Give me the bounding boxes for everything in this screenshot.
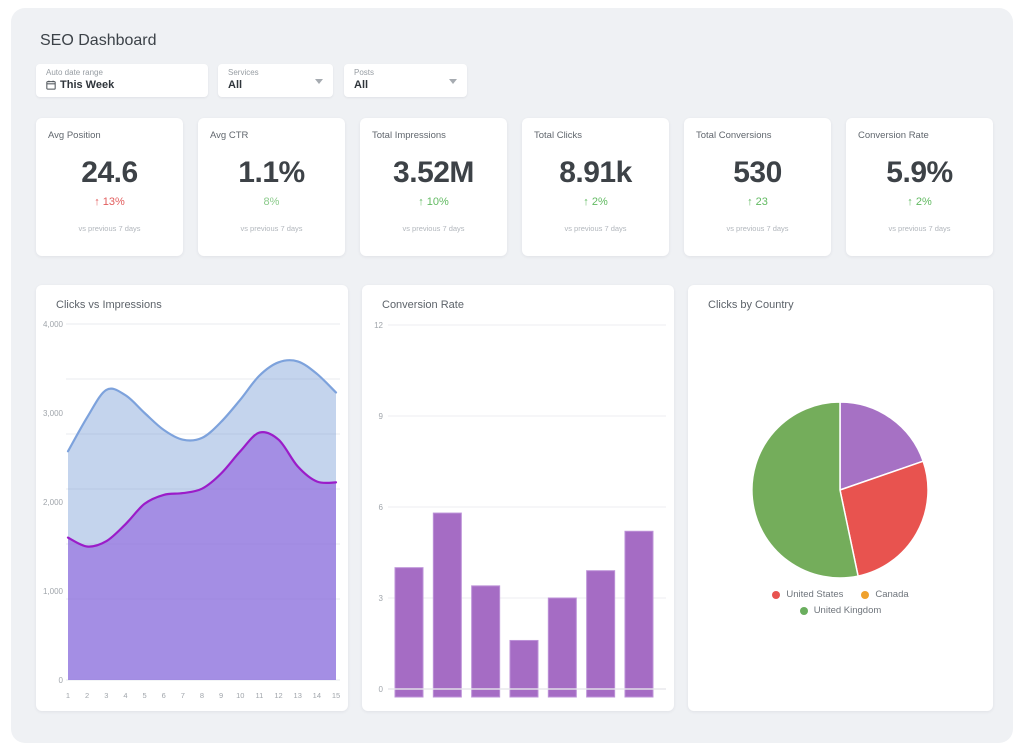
svg-text:3: 3 <box>379 594 384 603</box>
legend-item[interactable]: Canada <box>861 589 909 600</box>
kpi-note: vs previous 7 days <box>564 224 627 233</box>
kpi-delta: ↑ 2% <box>907 196 932 208</box>
svg-text:9: 9 <box>219 691 223 700</box>
kpi-delta: 8% <box>263 196 280 208</box>
page-title: SEO Dashboard <box>40 32 157 49</box>
svg-text:5: 5 <box>142 691 146 700</box>
chart-card-clicks-vs-impressions: Clicks vs Impressions 4,000 3,000 2,000 1,0… <box>36 285 348 711</box>
filter-value: This Week <box>60 79 115 91</box>
kpi-label: Avg CTR <box>210 130 249 141</box>
svg-text:14: 14 <box>313 691 321 700</box>
kpi-value: 530 <box>733 156 782 189</box>
svg-text:13: 13 <box>294 691 302 700</box>
kpi-card-total-impressions: Total Impressions 3.52M ↑ 10% vs previou… <box>360 118 507 256</box>
date-range-filter[interactable]: Auto date range This Week <box>36 64 208 97</box>
kpi-note: vs previous 7 days <box>78 224 141 233</box>
svg-text:1: 1 <box>66 691 70 700</box>
filter-value: All <box>228 79 243 91</box>
kpi-card-avg-position: Avg Position 24.6 ↑ 13% vs previous 7 da… <box>36 118 183 256</box>
svg-text:12: 12 <box>374 321 383 330</box>
kpi-card-total-conversions: Total Conversions 530 ↑ 23 vs previous 7… <box>684 118 831 256</box>
svg-text:3,000: 3,000 <box>43 409 64 418</box>
area-chart: 4,000 3,000 2,000 1,000 0 1 2 3 4 5 6 7 8 9 10 11 12 13 14… <box>36 285 348 716</box>
kpi-value: 3.52M <box>393 156 474 189</box>
kpi-delta: ↑ 23 <box>747 196 768 208</box>
kpi-delta: ↑ 2% <box>583 196 608 208</box>
kpi-note: vs previous 7 days <box>402 224 465 233</box>
kpi-delta: ↑ 10% <box>418 196 449 208</box>
filter-label: Auto date range <box>46 68 103 77</box>
chart-card-clicks-by-country: Clicks by Country United States Canada Uni… <box>688 285 993 711</box>
svg-text:11: 11 <box>256 691 264 700</box>
svg-text:3: 3 <box>104 691 108 700</box>
legend-item[interactable]: United Kingdom <box>799 605 882 616</box>
svg-text:7: 7 <box>181 691 185 700</box>
kpi-note: vs previous 7 days <box>726 224 789 233</box>
svg-text:6: 6 <box>379 503 384 512</box>
legend-label: United States <box>786 589 844 600</box>
pie-legend: United States Canada United Kingdom <box>688 589 993 616</box>
svg-text:0: 0 <box>59 676 64 685</box>
svg-text:10: 10 <box>236 691 244 700</box>
svg-text:8: 8 <box>200 691 204 700</box>
kpi-value: 5.9% <box>886 156 953 189</box>
kpi-value: 8.91k <box>559 156 632 189</box>
legend-item[interactable]: United States <box>772 589 843 600</box>
bar-chart: 12 9 6 3 0 <box>362 285 674 716</box>
svg-text:0: 0 <box>379 685 384 694</box>
kpi-label: Total Conversions <box>696 130 772 141</box>
kpi-card-total-clicks: Total Clicks 8.91k ↑ 2% vs previous 7 da… <box>522 118 669 256</box>
svg-text:4: 4 <box>123 691 127 700</box>
svg-text:15: 15 <box>332 691 340 700</box>
kpi-note: vs previous 7 days <box>888 224 951 233</box>
chevron-down-icon <box>315 79 323 84</box>
filter-value: All <box>354 79 369 91</box>
chart-card-conversion-rate: Conversion Rate 12 9 6 3 0 <box>362 285 674 711</box>
kpi-label: Conversion Rate <box>858 130 929 141</box>
chart-title: Conversion Rate <box>382 299 464 311</box>
svg-text:9: 9 <box>379 412 384 421</box>
chevron-down-icon <box>449 79 457 84</box>
filter-label: Services <box>228 68 259 77</box>
pie-chart <box>688 285 993 716</box>
kpi-card-avg-ctr: Avg CTR 1.1% 8% vs previous 7 days <box>198 118 345 256</box>
svg-text:6: 6 <box>162 691 166 700</box>
legend-label: United Kingdom <box>813 605 882 616</box>
legend-dot-icon <box>799 606 808 615</box>
legend-dot-icon <box>772 590 781 599</box>
kpi-label: Total Impressions <box>372 130 446 141</box>
kpi-card-conversion-rate: Conversion Rate 5.9% ↑ 2% vs previous 7 … <box>846 118 993 256</box>
kpi-value: 24.6 <box>81 156 138 189</box>
svg-text:2: 2 <box>85 691 89 700</box>
kpi-delta: ↑ 13% <box>94 196 125 208</box>
calendar-icon <box>46 80 56 90</box>
legend-label: Canada <box>875 589 909 600</box>
services-filter[interactable]: Services All <box>218 64 333 97</box>
legend-dot-icon <box>861 590 870 599</box>
svg-text:12: 12 <box>274 691 282 700</box>
dashboard-panel: SEO Dashboard Auto date range This Week … <box>11 8 1013 743</box>
kpi-value: 1.1% <box>238 156 305 189</box>
svg-text:1,000: 1,000 <box>43 587 64 596</box>
posts-filter[interactable]: Posts All <box>344 64 467 97</box>
svg-text:2,000: 2,000 <box>43 498 64 507</box>
chart-title: Clicks vs Impressions <box>56 299 162 311</box>
kpi-label: Total Clicks <box>534 130 583 141</box>
svg-text:4,000: 4,000 <box>43 320 64 329</box>
kpi-note: vs previous 7 days <box>240 224 303 233</box>
filter-label: Posts <box>354 68 375 77</box>
kpi-label: Avg Position <box>48 130 101 141</box>
chart-title: Clicks by Country <box>708 299 794 311</box>
